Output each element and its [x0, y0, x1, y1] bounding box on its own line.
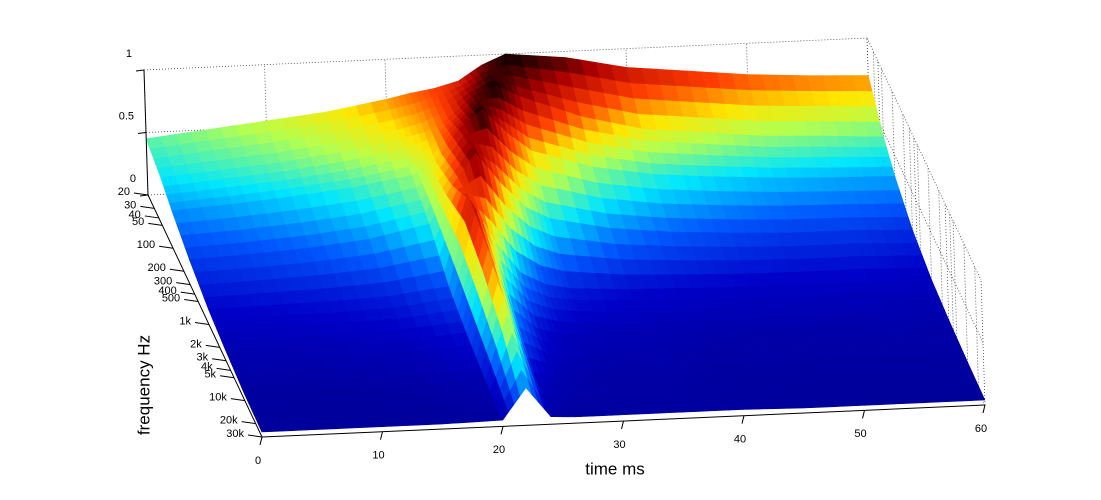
y-tick: [247, 434, 263, 438]
surface-patch: [933, 319, 954, 332]
surface-patch: [205, 169, 225, 181]
x-tick: [741, 415, 745, 424]
y-tick-label: 20k: [220, 414, 238, 426]
surface-patch: [896, 229, 918, 243]
x-tick-label: 10: [372, 450, 384, 462]
x-tick: [982, 404, 986, 414]
x-axis-label: time ms: [585, 459, 645, 478]
x-tick-label: 0: [255, 455, 261, 467]
x-tick-label: 30: [613, 439, 625, 451]
y-tick: [205, 344, 220, 348]
y-tick-label: 300: [154, 276, 172, 288]
x-tick-label: 60: [975, 423, 987, 435]
surface-patch: [160, 175, 179, 187]
y-tick-label: 40: [129, 209, 141, 221]
surface-patch: [870, 146, 890, 158]
surface-patch: [220, 167, 240, 180]
y-tick: [180, 291, 195, 295]
y-tick-label: 400: [158, 285, 176, 297]
surface-patch: [175, 173, 194, 185]
y-tick-label: 10k: [209, 392, 227, 404]
surface-patch: [265, 162, 285, 174]
y-tick-label: 3k: [196, 352, 208, 364]
z-tick-label: 0.5: [119, 110, 134, 122]
y-tick-label: 1k: [179, 315, 191, 327]
x-tick: [621, 420, 624, 430]
surface-patch: [250, 164, 270, 176]
y-tick-label: 20: [118, 186, 130, 198]
surface-patch: [916, 279, 937, 291]
y-tick-label: 500: [162, 292, 180, 304]
y-tick: [194, 321, 210, 325]
y-tick: [219, 375, 235, 379]
z-tick-label: 0: [130, 173, 136, 185]
y-tick: [159, 245, 174, 249]
y-tick-label: 30k: [226, 428, 244, 440]
y-tick: [216, 367, 231, 371]
surface-patch: [235, 165, 255, 178]
y-axis: [147, 194, 263, 438]
grid-line: [143, 37, 868, 71]
surface-patch: [873, 156, 893, 167]
y-tick: [241, 421, 256, 425]
grid-line: [963, 243, 969, 369]
surface-patch: [190, 171, 210, 183]
z-tick: [135, 69, 145, 72]
surface-patch: [952, 362, 973, 373]
y-tick-label: 2k: [190, 338, 202, 350]
x-tick: [380, 431, 383, 440]
x-tick: [259, 436, 263, 446]
x-tick: [500, 426, 504, 435]
y-tick-label: 5k: [204, 369, 216, 381]
y-tick: [212, 358, 227, 362]
y-tick: [184, 299, 199, 303]
z-tick: [137, 132, 147, 134]
x-tick-label: 50: [854, 428, 866, 440]
surface: [145, 53, 986, 433]
y-tick: [140, 205, 155, 209]
z-tick: [139, 194, 149, 197]
y-tick: [176, 282, 191, 286]
x-tick: [862, 410, 865, 419]
surface-patch: [852, 75, 873, 92]
surface-patch: [879, 175, 900, 191]
surface-patch: [876, 166, 896, 177]
y-tick-label: 200: [148, 262, 166, 274]
surface-patch: [867, 136, 887, 148]
y-tick-label: 50: [132, 216, 144, 228]
y-tick: [169, 268, 184, 272]
grid-line: [866, 37, 982, 281]
y-tick-label: 100: [137, 239, 155, 251]
y-tick: [133, 192, 149, 196]
grid-line: [868, 100, 984, 343]
y-tick: [144, 215, 159, 219]
z-tick-label: 1: [126, 48, 132, 60]
x-tick-label: 20: [493, 444, 505, 456]
y-tick: [230, 398, 245, 402]
grid-line: [949, 213, 954, 339]
y-tick-label: 30: [124, 199, 136, 211]
y-tick: [148, 222, 163, 226]
x-tick-label: 40: [734, 434, 746, 446]
y-axis-label: frequency Hz: [134, 335, 153, 435]
y-tick-label: 4k: [201, 361, 213, 373]
